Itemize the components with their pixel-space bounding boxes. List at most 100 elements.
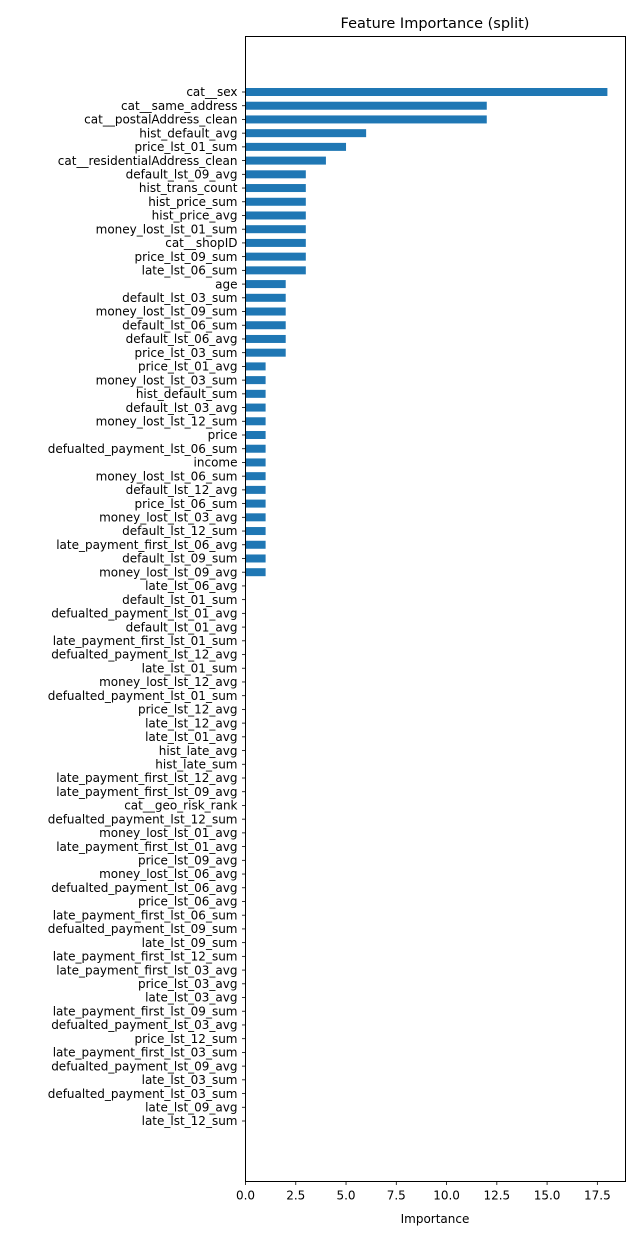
x-tick-label: 17.5 bbox=[584, 1189, 611, 1203]
y-tick-label: default_lst_12_sum bbox=[122, 524, 237, 538]
x-tick-label: 15.0 bbox=[534, 1189, 561, 1203]
y-tick-label: cat__sex bbox=[186, 85, 237, 99]
bars-group bbox=[245, 88, 608, 577]
y-tick-label: hist_trans_count bbox=[139, 181, 238, 195]
bar-cat__postalAddress_clean bbox=[245, 115, 487, 124]
y-tick-label: late_lst_12_avg bbox=[145, 716, 237, 730]
y-tick-label: price_lst_06_sum bbox=[135, 497, 238, 511]
y-tick-label: cat__geo_risk_rank bbox=[124, 799, 237, 813]
y-tick-label: price_lst_03_sum bbox=[135, 346, 238, 360]
bar-age bbox=[245, 280, 286, 289]
y-tick-label: defualted_payment_lst_12_sum bbox=[48, 812, 238, 826]
bar-money_lost_lst_09_avg bbox=[245, 568, 266, 577]
bar-price bbox=[245, 431, 266, 439]
bar-hist_price_avg bbox=[245, 211, 306, 220]
y-tick-label: money_lost_lst_01_avg bbox=[99, 826, 237, 840]
y-tick-label: age bbox=[215, 277, 237, 291]
y-tick-label: default_lst_01_avg bbox=[126, 620, 238, 634]
bar-default_lst_12_sum bbox=[245, 527, 266, 536]
bar-money_lost_lst_03_sum bbox=[245, 376, 266, 385]
bar-default_lst_06_sum bbox=[245, 321, 286, 330]
x-tick-label: 12.5 bbox=[483, 1189, 510, 1203]
y-tick-label: hist_late_avg bbox=[159, 744, 238, 758]
y-tick-label: price_lst_12_sum bbox=[135, 1032, 238, 1046]
bar-cat__sex bbox=[245, 88, 608, 96]
y-tick-label: late_lst_01_sum bbox=[142, 661, 238, 675]
y-tick-label: defualted_payment_lst_01_avg bbox=[51, 607, 237, 621]
y-tick-label: cat__postalAddress_clean bbox=[84, 113, 237, 127]
y-tick-label: price bbox=[208, 428, 238, 442]
y-tick-label: late_payment_first_lst_06_avg bbox=[56, 538, 237, 552]
bar-money_lost_lst_03_avg bbox=[245, 513, 266, 522]
bar-late_payment_first_lst_06_avg bbox=[245, 540, 266, 549]
x-tick-label: 10.0 bbox=[433, 1189, 460, 1203]
y-tick-label: money_lost_lst_09_sum bbox=[96, 305, 238, 319]
bar-money_lost_lst_01_sum bbox=[245, 225, 306, 234]
y-tick-labels: cat__sexcat__same_addresscat__postalAddr… bbox=[48, 85, 238, 1128]
y-tick-label: defualted_payment_lst_01_sum bbox=[48, 689, 238, 703]
bar-hist_default_avg bbox=[245, 129, 367, 138]
x-tick-label: 0.0 bbox=[236, 1189, 255, 1203]
y-tick-label: late_payment_first_lst_03_sum bbox=[53, 1046, 238, 1060]
y-tick-label: late_lst_12_sum bbox=[142, 1114, 238, 1128]
bar-price_lst_03_sum bbox=[245, 348, 286, 357]
bar-defualted_payment_lst_06_sum bbox=[245, 444, 266, 453]
y-tick-label: late_lst_03_sum bbox=[142, 1073, 238, 1087]
y-tick-label: late_lst_06_avg bbox=[145, 579, 237, 593]
y-tick-label: defualted_payment_lst_06_avg bbox=[51, 881, 237, 895]
bar-cat__same_address bbox=[245, 101, 487, 110]
y-tick-label: defualted_payment_lst_03_avg bbox=[51, 1018, 237, 1032]
bar-money_lost_lst_09_sum bbox=[245, 307, 286, 316]
y-tick-label: money_lost_lst_09_avg bbox=[99, 565, 237, 579]
bar-money_lost_lst_06_sum bbox=[245, 472, 266, 481]
bar-cat__shopID bbox=[245, 238, 306, 247]
y-tick-label: price_lst_03_avg bbox=[138, 977, 238, 991]
y-tick-label: late_payment_first_lst_01_sum bbox=[53, 634, 238, 648]
bar-income bbox=[245, 458, 266, 467]
bar-default_lst_12_avg bbox=[245, 485, 266, 494]
y-tick-label: late_payment_first_lst_03_avg bbox=[56, 963, 237, 977]
x-axis-ticks: 0.0 2.5 5.0 7.5 10.0 12.5 15.0 17.5 bbox=[236, 1181, 611, 1203]
y-tick-marks bbox=[242, 91, 246, 1122]
y-tick-label: late_payment_first_lst_09_sum bbox=[53, 1004, 238, 1018]
bar-price_lst_01_sum bbox=[245, 142, 347, 151]
y-tick-label: price_lst_12_avg bbox=[138, 703, 238, 717]
y-tick-label: hist_default_avg bbox=[139, 126, 237, 140]
y-tick-label: default_lst_03_sum bbox=[122, 291, 237, 305]
y-tick-label: late_lst_09_sum bbox=[142, 936, 238, 950]
y-tick-label: defualted_payment_lst_06_sum bbox=[48, 442, 238, 456]
y-tick-label: hist_default_sum bbox=[136, 387, 238, 401]
y-tick-label: default_lst_01_sum bbox=[122, 593, 237, 607]
y-tick-label: money_lost_lst_06_avg bbox=[99, 867, 237, 881]
bar-default_lst_03_avg bbox=[245, 403, 266, 412]
y-tick-label: price_lst_09_avg bbox=[138, 854, 238, 868]
bar-price_lst_06_sum bbox=[245, 499, 266, 508]
y-tick-label: default_lst_12_avg bbox=[126, 483, 238, 497]
y-tick-label: late_lst_06_sum bbox=[142, 264, 238, 278]
y-tick-label: late_payment_first_lst_06_sum bbox=[53, 908, 238, 922]
y-tick-label: price_lst_01_sum bbox=[135, 140, 238, 154]
bar-cat__residentialAddress_clean bbox=[245, 156, 326, 165]
bar-default_lst_06_avg bbox=[245, 334, 286, 343]
y-tick-label: hist_price_avg bbox=[152, 209, 238, 223]
y-tick-label: late_lst_03_avg bbox=[145, 991, 237, 1005]
y-tick-label: late_payment_first_lst_09_avg bbox=[56, 785, 237, 799]
y-tick-label: income bbox=[194, 456, 238, 470]
plot-area-frame bbox=[245, 36, 626, 1182]
y-tick-label: cat__residentialAddress_clean bbox=[58, 154, 238, 168]
bar-price_lst_01_avg bbox=[245, 362, 266, 371]
chart-title: Feature Importance (split) bbox=[341, 16, 530, 32]
bar-default_lst_09_sum bbox=[245, 554, 266, 563]
x-axis-label: Importance bbox=[401, 1212, 470, 1226]
y-tick-label: cat__shopID bbox=[165, 236, 237, 250]
y-tick-label: price_lst_01_avg bbox=[138, 360, 238, 374]
x-tick-label: 7.5 bbox=[387, 1189, 406, 1203]
y-tick-label: late_payment_first_lst_12_sum bbox=[53, 950, 238, 964]
bar-default_lst_03_sum bbox=[245, 293, 286, 302]
y-tick-label: defualted_payment_lst_12_avg bbox=[51, 648, 237, 662]
y-tick-label: default_lst_06_avg bbox=[126, 332, 238, 346]
bar-hist_trans_count bbox=[245, 184, 306, 193]
x-tick-label: 2.5 bbox=[286, 1189, 305, 1203]
bar-money_lost_lst_12_sum bbox=[245, 417, 266, 426]
